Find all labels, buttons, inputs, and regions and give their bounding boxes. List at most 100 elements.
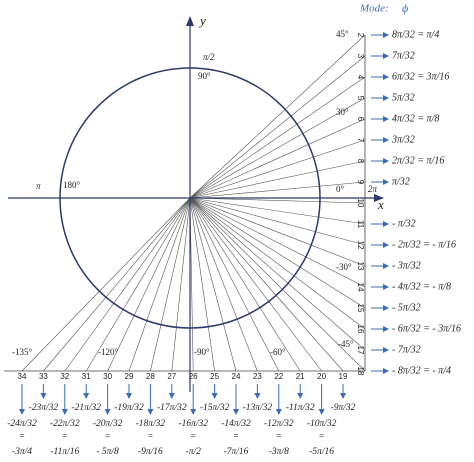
column-label: -22π/32 xyxy=(50,419,80,429)
x-axis-label: x xyxy=(377,197,384,212)
column-number: 28 xyxy=(146,372,155,381)
row-number: 7 xyxy=(356,138,365,143)
x-arrow xyxy=(374,194,384,202)
column-number: 19 xyxy=(339,372,348,381)
angle-label: π xyxy=(36,181,41,191)
column-number: 21 xyxy=(296,372,305,381)
ray xyxy=(189,197,366,351)
column-number: 20 xyxy=(317,372,326,381)
y-arrow xyxy=(186,16,194,26)
ray xyxy=(128,197,191,372)
column-label: -11π/32 xyxy=(286,403,315,413)
ray xyxy=(189,197,366,288)
column-label: -18π/32 xyxy=(136,419,166,429)
ray xyxy=(189,160,366,199)
column-label: -10π/32 xyxy=(307,419,337,429)
column-number: 30 xyxy=(103,372,112,381)
equals-sign: = xyxy=(148,431,153,441)
reduced-label: -11π/16 xyxy=(50,447,79,457)
row-label: 3π/32 xyxy=(391,134,415,145)
ray xyxy=(64,197,191,372)
column-label: -14π/32 xyxy=(221,419,251,429)
angle-label: -90° xyxy=(194,347,210,357)
reduced-label: - 5π/8 xyxy=(96,447,119,457)
ray xyxy=(85,197,191,372)
row-label: - 5π/32 xyxy=(392,302,421,313)
ray xyxy=(189,197,344,372)
row-label: - 8π/32 = - π/4 xyxy=(392,365,451,376)
column-label: -13π/32 xyxy=(243,403,273,413)
ray xyxy=(189,55,366,199)
column-number: 23 xyxy=(253,372,262,381)
row-number: 6 xyxy=(356,117,365,122)
row-label: 6π/32 = 3π/16 xyxy=(392,71,449,82)
equals-sign: = xyxy=(233,431,238,441)
column-number: 29 xyxy=(125,372,134,381)
row-label: 7π/32 xyxy=(392,50,415,61)
ray xyxy=(189,197,301,372)
column-label: -23π/32 xyxy=(29,403,59,413)
angle-label: -120° xyxy=(98,347,118,357)
reduced-label: -9π/16 xyxy=(138,447,163,457)
column-label: -15π/32 xyxy=(200,403,230,413)
reduced-label: -π/2 xyxy=(186,447,202,457)
row-number: 16 xyxy=(356,325,365,334)
row-label: - 4π/32 = - π/8 xyxy=(392,281,451,292)
mode-label: Mode: xyxy=(359,3,389,15)
row-label: 4π/32 = π/8 xyxy=(392,113,439,124)
row-number: 10 xyxy=(356,199,365,208)
equals-sign: = xyxy=(105,431,110,441)
ray xyxy=(189,34,366,199)
row-label: - 2π/32 = - π/16 xyxy=(392,239,456,250)
angle-label: 90° xyxy=(198,71,211,81)
rays xyxy=(21,34,366,372)
row-number: 14 xyxy=(356,283,365,292)
row-number: 17 xyxy=(356,346,365,355)
ray xyxy=(189,197,237,372)
ray xyxy=(189,118,366,199)
equals-sign: = xyxy=(19,431,24,441)
ray xyxy=(189,197,366,225)
reduced-label: -7π/16 xyxy=(224,447,249,457)
angle-label: 45° xyxy=(336,29,349,39)
ray xyxy=(189,181,366,199)
equals-sign: = xyxy=(191,431,196,441)
column-number: 26 xyxy=(189,372,198,381)
equals-sign: = xyxy=(62,431,67,441)
angle-label: -45° xyxy=(338,339,354,349)
angle-label: -60° xyxy=(270,347,286,357)
angle-label: -135° xyxy=(12,347,32,357)
column-label: -17π/32 xyxy=(157,403,187,413)
column-label: -21π/32 xyxy=(71,403,101,413)
column-number: 25 xyxy=(210,372,219,381)
ray xyxy=(107,197,191,372)
ray xyxy=(43,197,191,372)
angle-label: -30° xyxy=(336,262,352,272)
ray xyxy=(189,139,366,199)
row-label: - π/32 xyxy=(392,218,416,229)
column-label: -24π/32 xyxy=(7,419,37,429)
row-label: 8π/32 = π/4 xyxy=(392,29,439,40)
column-number: 34 xyxy=(18,372,27,381)
row-number: 9 xyxy=(356,180,365,185)
ray xyxy=(189,197,366,309)
ray xyxy=(189,197,258,372)
column-label: -12π/32 xyxy=(264,419,294,429)
ray xyxy=(189,197,215,372)
y-axis-label: y xyxy=(198,13,206,28)
row-label: - 7π/32 xyxy=(392,344,421,355)
ray xyxy=(189,197,366,267)
column-number: 27 xyxy=(167,372,176,381)
row-number: 5 xyxy=(356,96,365,101)
ray xyxy=(189,197,366,204)
row-label: - 3π/32 xyxy=(392,260,421,271)
column-label: -16π/32 xyxy=(178,419,208,429)
row-number: 15 xyxy=(356,304,365,313)
column-label: -20π/32 xyxy=(93,419,123,429)
column-number: 31 xyxy=(82,372,91,381)
row-number: 3 xyxy=(356,54,365,59)
reduced-label: -5π/16 xyxy=(309,447,334,457)
ray xyxy=(189,197,322,372)
row-number: 11 xyxy=(356,220,365,229)
